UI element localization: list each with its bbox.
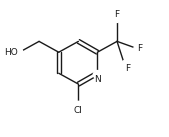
Circle shape (122, 60, 129, 67)
Text: F: F (114, 10, 120, 19)
Circle shape (114, 16, 120, 22)
Circle shape (134, 45, 141, 52)
Text: N: N (94, 75, 101, 84)
Circle shape (93, 71, 101, 79)
Text: Cl: Cl (74, 106, 83, 115)
Circle shape (13, 48, 23, 57)
Text: F: F (137, 44, 142, 53)
Circle shape (73, 101, 83, 112)
Text: HO: HO (4, 48, 18, 57)
Text: F: F (125, 64, 130, 73)
